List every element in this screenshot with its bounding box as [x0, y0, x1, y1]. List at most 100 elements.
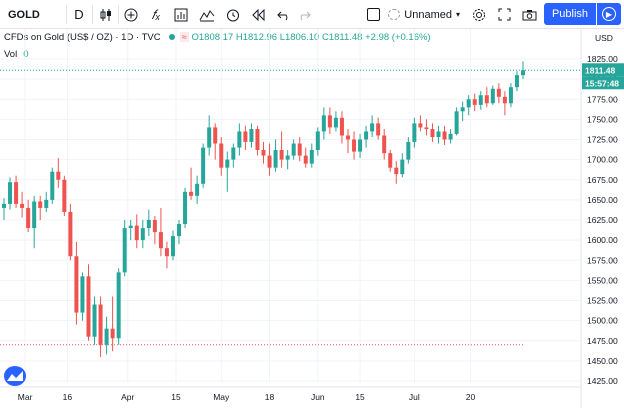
candle-body	[490, 88, 495, 104]
candle-body	[502, 96, 507, 104]
candle-body	[472, 99, 477, 105]
candle-body	[98, 304, 103, 345]
candle-body	[50, 171, 55, 200]
cloud-icon	[388, 9, 401, 20]
candle-body	[8, 182, 13, 204]
market-status-dot	[169, 34, 176, 40]
replay-icon[interactable]	[249, 0, 269, 29]
candle-body	[442, 131, 447, 140]
candle-body	[436, 131, 441, 138]
candle-body	[237, 131, 242, 148]
symbol-search[interactable]: GOLD	[8, 8, 40, 21]
price-tick-label: 1650.00	[587, 195, 618, 205]
candle-body	[195, 183, 200, 196]
candle-body	[364, 131, 369, 140]
candle-body	[92, 304, 97, 337]
currency-label: USD	[595, 33, 613, 43]
candle-body	[86, 276, 91, 337]
candle-body	[104, 328, 109, 345]
candle-body	[14, 182, 19, 204]
candle-body	[183, 191, 188, 225]
alert-icon[interactable]	[223, 0, 243, 29]
candle-body	[122, 228, 127, 273]
countdown-label: 15:57:48	[585, 78, 619, 88]
publish-button[interactable]: Publish	[544, 3, 596, 25]
publish-options-button[interactable]: ▶	[597, 3, 621, 25]
candle-body	[225, 159, 230, 168]
candle-body	[454, 111, 459, 134]
top-toolbar: GOLD D 𝑓ₓ Unnamed ▾ Publish ▶	[0, 0, 624, 29]
candle-body	[255, 129, 260, 150]
time-tick-label: Apr	[121, 392, 134, 402]
price-chart[interactable]: 1825.001800.001775.001750.001725.001700.…	[0, 29, 624, 408]
price-tick-label: 1450.00	[587, 356, 618, 366]
price-tick-label: 1525.00	[587, 296, 618, 306]
settings-icon[interactable]	[469, 0, 489, 29]
candle-body	[291, 143, 296, 156]
layout-name-button[interactable]: Unnamed ▾	[388, 0, 460, 29]
compare-icon[interactable]	[197, 0, 217, 29]
candle-body	[164, 248, 169, 257]
candle-body	[170, 236, 175, 257]
price-tick-label: 1425.00	[587, 376, 618, 386]
time-tick-label: 15	[171, 392, 181, 402]
candle-body	[110, 328, 115, 339]
candle-body	[146, 220, 151, 229]
candle-body	[400, 159, 405, 175]
candle-body	[207, 127, 212, 148]
camera-icon[interactable]	[519, 0, 539, 29]
price-tick-label: 1575.00	[587, 255, 618, 265]
candle-body	[213, 127, 218, 144]
indicators-icon[interactable]	[121, 0, 141, 29]
candle-body	[424, 127, 429, 130]
candle-body	[26, 207, 31, 229]
time-tick-label: Mar	[18, 392, 33, 402]
price-tick-label: 1500.00	[587, 316, 618, 326]
candle-body	[339, 117, 344, 136]
candle-body	[249, 129, 254, 142]
candle-body	[388, 153, 393, 168]
candle-body	[333, 117, 338, 128]
last-price-badge	[582, 63, 624, 77]
time-tick-label: 18	[265, 392, 275, 402]
undo-icon[interactable]	[274, 0, 294, 29]
toolbar-divider	[66, 5, 67, 24]
candle-body	[38, 201, 43, 208]
interval-button[interactable]: D	[74, 7, 84, 22]
time-tick-label: 16	[63, 392, 73, 402]
price-axis	[581, 29, 624, 408]
candle-body	[430, 129, 435, 138]
candle-body	[80, 276, 85, 313]
fx-icon[interactable]: 𝑓ₓ	[151, 6, 161, 22]
chevron-down-icon: ▾	[455, 10, 460, 19]
legend-title: CFDs on Gold (US$ / OZ) · 1D · TVC	[4, 32, 161, 43]
candle-body	[231, 147, 236, 160]
fullscreen-icon[interactable]	[494, 0, 514, 29]
tradingview-logo[interactable]	[4, 366, 26, 386]
candle-body	[418, 123, 423, 128]
candle-body	[352, 139, 357, 152]
candle-body	[219, 143, 224, 168]
templates-icon[interactable]	[171, 0, 191, 29]
candle-body	[152, 220, 157, 233]
legend-low: L1806.10	[279, 32, 320, 43]
candle-body	[370, 123, 375, 132]
layout-name: Unnamed	[404, 8, 452, 21]
bars-icon: ≈	[179, 32, 189, 42]
candle-body	[406, 141, 411, 160]
candles-icon[interactable]	[96, 0, 116, 29]
countdown-badge	[582, 76, 624, 90]
candle-body	[521, 70, 525, 76]
candle-body	[189, 191, 194, 196]
price-tick-label: 1750.00	[587, 114, 618, 124]
price-tick-label: 1625.00	[587, 215, 618, 225]
candle-body	[2, 203, 6, 208]
time-tick-label: 15	[355, 392, 365, 402]
candle-body	[315, 131, 320, 150]
time-tick-label: Jul	[409, 392, 420, 402]
redo-icon[interactable]	[294, 0, 314, 29]
candle-body	[412, 123, 417, 142]
candle-body	[303, 155, 308, 164]
checkbox-icon[interactable]	[363, 0, 383, 29]
price-tick-label: 1700.00	[587, 155, 618, 165]
